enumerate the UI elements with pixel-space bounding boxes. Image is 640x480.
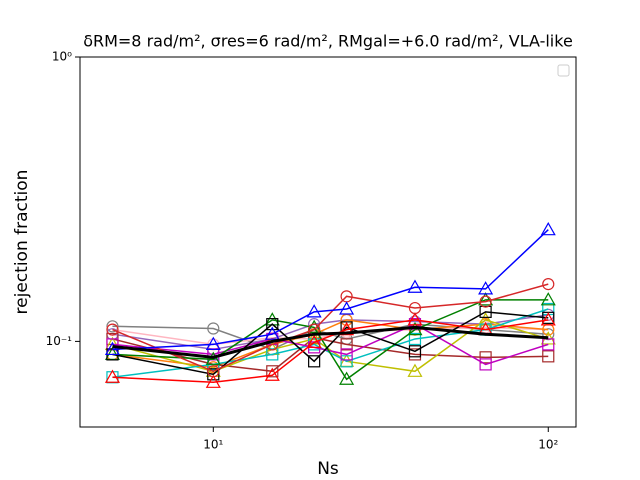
series-line: [112, 283, 549, 373]
marker: [407, 312, 423, 326]
marker: [207, 322, 220, 335]
marker: [106, 338, 119, 351]
marker: [542, 278, 555, 291]
marker: [407, 363, 423, 377]
plot-area: [104, 221, 556, 388]
marker: [339, 321, 355, 336]
y-tick-label: 10⁰: [52, 50, 72, 64]
marker: [264, 367, 280, 381]
marker: [340, 348, 353, 361]
legend-box: [557, 64, 570, 77]
marker: [407, 279, 423, 293]
marker: [478, 292, 494, 306]
marker: [266, 348, 279, 361]
marker: [542, 323, 555, 336]
marker: [306, 304, 322, 318]
marker: [408, 332, 422, 346]
marker: [540, 312, 556, 326]
marker: [264, 326, 280, 340]
marker: [207, 368, 220, 381]
marker: [479, 295, 492, 308]
marker: [104, 341, 120, 356]
marker: [207, 365, 220, 378]
marker: [479, 358, 492, 371]
marker: [308, 355, 321, 368]
series-line: [112, 319, 549, 384]
series-line: [112, 311, 549, 376]
marker: [478, 312, 494, 326]
series-line: [112, 299, 549, 381]
marker: [339, 371, 355, 385]
marker: [339, 301, 355, 315]
marker: [542, 350, 555, 363]
marker: [106, 323, 119, 336]
series-line: [112, 323, 549, 366]
marker: [266, 318, 279, 331]
marker: [205, 336, 221, 350]
x-tick-label: 10¹: [203, 438, 223, 452]
series-line: [112, 325, 549, 359]
chart-title: δRM=8 rad/m², σres=6 rad/m², RMgal=+6.0 …: [83, 32, 573, 51]
marker: [542, 338, 555, 351]
marker: [340, 355, 353, 368]
marker: [306, 334, 322, 348]
y-tick-label: 10⁻¹: [46, 334, 73, 348]
marker: [205, 374, 221, 388]
marker: [540, 221, 556, 236]
marker: [104, 369, 120, 383]
marker: [540, 292, 556, 306]
marker: [408, 301, 422, 315]
x-tick-label: 10²: [538, 438, 558, 452]
axes-frame: [79, 56, 577, 428]
marker: [106, 320, 119, 333]
marker: [542, 328, 555, 341]
marker: [340, 338, 353, 351]
marker: [205, 351, 221, 365]
y-axis-label: rejection fraction: [12, 170, 32, 315]
marker: [479, 305, 492, 318]
marker: [479, 351, 492, 364]
marker: [478, 281, 494, 295]
marker: [408, 345, 422, 358]
x-axis-label: Ns: [317, 459, 339, 479]
series-line: [112, 314, 549, 351]
series-line: [112, 229, 549, 351]
